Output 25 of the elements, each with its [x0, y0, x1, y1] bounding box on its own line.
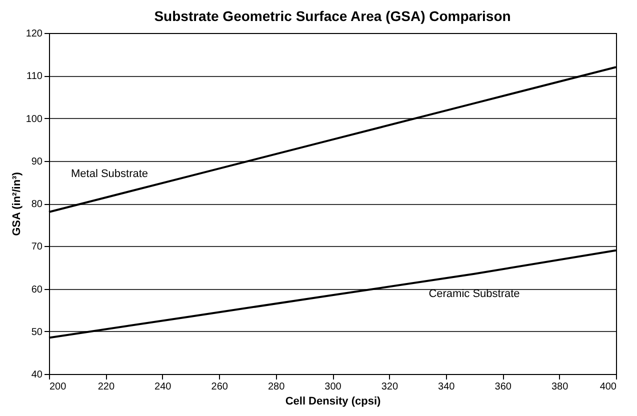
y-tick-label: 70	[31, 242, 43, 253]
y-tick-label: 90	[31, 156, 43, 168]
x-tick-label: 400	[600, 382, 617, 392]
y-tick-label: 60	[31, 284, 43, 296]
x-tick-label: 280	[268, 382, 286, 392]
x-tick-label: 260	[211, 382, 228, 392]
x-tick-label: 380	[551, 382, 569, 392]
x-tick-label: 300	[324, 382, 342, 392]
y-tick-label: 120	[26, 28, 43, 40]
series-label: Metal Substrate	[71, 168, 148, 180]
x-tick-label: 240	[154, 382, 172, 392]
y-tick-label: 80	[31, 199, 43, 210]
x-tick-label: 200	[50, 382, 67, 392]
x-tick-label: 220	[98, 382, 115, 392]
x-tick-label: 340	[438, 382, 456, 392]
y-tick-label: 40	[31, 370, 43, 380]
y-tick-label: 50	[31, 326, 43, 338]
y-axis-title: GSA (in²/in³)	[10, 172, 23, 236]
x-tick-label: 360	[494, 382, 512, 392]
chart-title: Substrate Geometric Surface Area (GSA) Comparison	[154, 8, 511, 24]
y-tick-label: 100	[26, 114, 43, 125]
x-axis-title: Cell Density (cpsi)	[285, 396, 382, 408]
y-tick-label: 110	[26, 71, 43, 82]
series-label: Ceramic Substrate	[428, 288, 520, 300]
x-tick-label: 320	[381, 382, 398, 392]
